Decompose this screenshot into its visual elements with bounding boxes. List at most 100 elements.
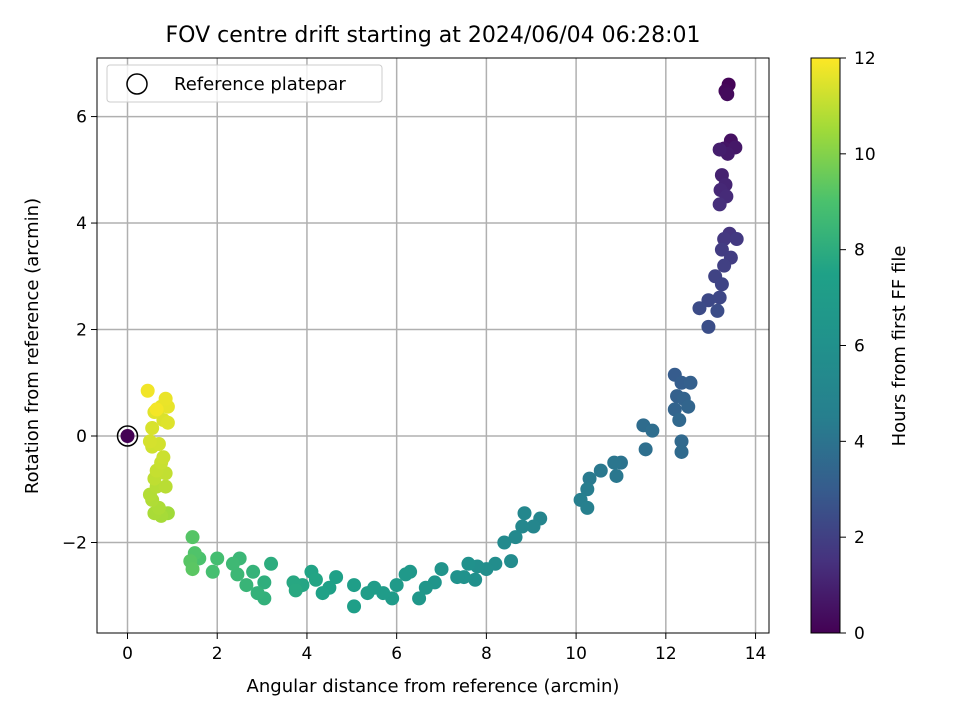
colorbar-tick-label: 10 xyxy=(854,145,876,165)
legend-box xyxy=(106,64,383,103)
data-point xyxy=(230,567,245,582)
data-point xyxy=(607,455,622,470)
chart-title: FOV centre drift starting at 2024/06/04 … xyxy=(166,23,701,48)
x-tick-label: 0 xyxy=(122,644,133,664)
grid xyxy=(97,58,769,633)
data-point xyxy=(434,562,449,577)
data-point xyxy=(582,471,597,486)
data-point xyxy=(149,402,164,417)
data-point xyxy=(360,586,375,601)
data-point xyxy=(667,402,682,417)
data-point xyxy=(210,551,225,566)
data-point xyxy=(712,142,727,157)
colorbar-ticks: 0 2 4 6 8 10 12 xyxy=(840,49,876,644)
data-point xyxy=(398,567,413,582)
data-point xyxy=(672,413,687,428)
x-axis-label: Angular distance from reference (arcmin) xyxy=(247,676,620,697)
data-point xyxy=(701,293,716,308)
colorbar: 0 2 4 6 8 10 12 Hours from first FF file xyxy=(810,49,910,644)
data-point xyxy=(347,578,362,593)
data-point xyxy=(729,232,744,247)
data-point xyxy=(526,519,541,534)
data-point xyxy=(246,564,261,579)
data-point xyxy=(329,570,344,585)
data-point xyxy=(580,482,595,497)
y-tick-label: −2 xyxy=(62,533,87,553)
y-tick-label: 6 xyxy=(76,108,87,128)
data-point xyxy=(593,463,608,478)
data-point xyxy=(681,399,696,414)
colorbar-tick-label: 6 xyxy=(854,337,865,357)
data-point xyxy=(468,572,483,587)
data-point xyxy=(145,421,160,436)
data-point xyxy=(308,572,323,587)
data-point xyxy=(609,468,624,483)
data-point xyxy=(418,580,433,595)
data-point xyxy=(720,87,735,102)
reference-point-ring xyxy=(116,425,139,447)
data-points xyxy=(116,77,744,614)
data-point xyxy=(288,583,303,598)
data-point xyxy=(683,375,698,390)
y-tick-label: 0 xyxy=(76,427,87,447)
data-point xyxy=(450,570,465,585)
data-point xyxy=(315,586,330,601)
colorbar-tick-label: 12 xyxy=(854,49,876,69)
data-point xyxy=(185,562,200,577)
legend-marker xyxy=(126,73,148,95)
data-point xyxy=(580,500,595,515)
y-tick-label: 4 xyxy=(76,214,87,234)
x-tick-label: 4 xyxy=(302,644,313,664)
data-point xyxy=(714,242,729,257)
data-point xyxy=(497,535,512,550)
data-point xyxy=(710,303,725,318)
data-point xyxy=(389,578,404,593)
data-point xyxy=(239,578,254,593)
data-point xyxy=(517,506,532,521)
colorbar-label: Hours from first FF file xyxy=(889,246,910,447)
data-point xyxy=(257,575,272,590)
data-point xyxy=(515,519,530,534)
data-point xyxy=(158,479,173,494)
y-axis-label: Rotation from reference (arcmin) xyxy=(22,198,43,494)
colorbar-tick-label: 8 xyxy=(854,241,865,261)
data-point xyxy=(160,415,175,430)
data-point xyxy=(712,290,727,305)
x-tick-label: 8 xyxy=(481,644,492,664)
y-tick-label: 2 xyxy=(76,321,87,341)
data-point xyxy=(692,301,707,316)
reference-point xyxy=(120,429,135,444)
data-point xyxy=(504,554,519,569)
x-tick-label: 2 xyxy=(212,644,223,664)
data-point xyxy=(205,564,220,579)
data-point xyxy=(714,277,729,292)
data-point xyxy=(225,556,240,571)
data-point xyxy=(264,556,279,571)
data-point xyxy=(250,586,265,601)
colorbar-tick-label: 4 xyxy=(854,432,865,452)
x-tick-label: 12 xyxy=(655,644,677,664)
data-point xyxy=(717,258,732,273)
data-point xyxy=(645,423,660,438)
data-point xyxy=(158,391,173,406)
legend: Reference platepar xyxy=(106,64,383,103)
x-tick-label: 6 xyxy=(391,644,402,664)
data-point xyxy=(674,434,689,449)
x-tick-label: 10 xyxy=(565,644,587,664)
data-point xyxy=(508,530,523,545)
data-point xyxy=(412,591,427,606)
data-point xyxy=(638,442,653,457)
x-axis-ticks: 0 2 4 6 8 10 12 14 xyxy=(122,633,766,664)
data-point xyxy=(156,450,171,465)
data-point xyxy=(717,232,732,247)
data-point xyxy=(185,530,200,545)
data-point xyxy=(674,444,689,459)
plot-frame xyxy=(96,57,770,634)
legend-label: Reference platepar xyxy=(174,74,346,95)
colorbar-gradient xyxy=(810,57,841,634)
data-point xyxy=(461,556,476,571)
data-point xyxy=(347,599,362,614)
x-tick-label: 14 xyxy=(745,644,767,664)
data-point xyxy=(140,383,155,398)
